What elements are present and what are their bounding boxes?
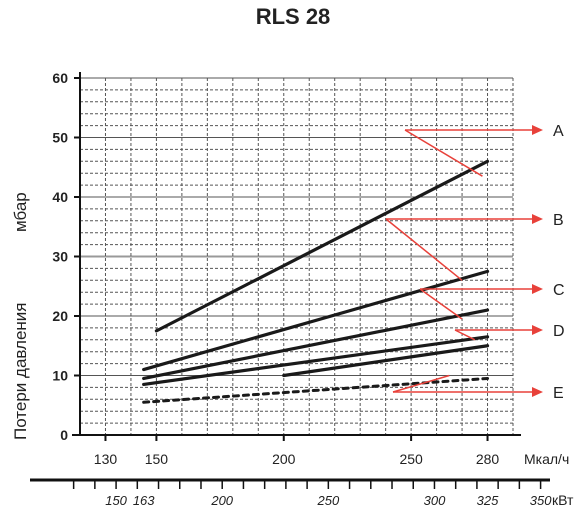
annotation-arrowhead bbox=[532, 214, 543, 224]
annotation-arrowhead bbox=[532, 125, 543, 135]
secondary-tick-label: 300 bbox=[424, 493, 446, 508]
annotation-pointer bbox=[392, 374, 450, 393]
annotation-label-b: B bbox=[553, 212, 564, 229]
x-tick-label: 200 bbox=[272, 451, 296, 467]
x-tick-label: 250 bbox=[399, 451, 423, 467]
chart-title: RLS 28 bbox=[255, 4, 331, 29]
series-line-c bbox=[142, 308, 490, 381]
series-line-b bbox=[142, 269, 490, 372]
y-tick-label: 60 bbox=[52, 70, 68, 86]
secondary-tick-label: 350 bbox=[530, 493, 552, 508]
y-tick-label: 20 bbox=[52, 308, 68, 324]
y-tick-label: 30 bbox=[52, 249, 68, 265]
secondary-tick-label: 325 bbox=[477, 493, 499, 508]
x-tick-label: 130 bbox=[94, 451, 118, 467]
y-tick-label: 10 bbox=[52, 368, 68, 384]
series-line-d bbox=[142, 335, 490, 387]
annotation-arrowhead bbox=[532, 284, 543, 294]
annotation-arrowhead bbox=[532, 387, 543, 397]
x-tick-label: 280 bbox=[476, 451, 500, 467]
secondary-tick-label: 250 bbox=[316, 493, 339, 508]
secondary-tick-label: 200 bbox=[210, 493, 233, 508]
annotation-label-a: A bbox=[553, 123, 564, 140]
annotations: A B C D E bbox=[385, 123, 565, 402]
annotation-arrowhead bbox=[532, 325, 543, 335]
y-tick-label: 50 bbox=[52, 130, 68, 146]
series-line-a bbox=[154, 159, 490, 333]
annotation-pointer bbox=[385, 218, 463, 281]
series-line-e bbox=[142, 376, 490, 404]
annotation-pointer bbox=[404, 129, 483, 177]
y-axis-unit: мбар bbox=[11, 192, 30, 232]
series-lines bbox=[142, 159, 490, 404]
axis-labels: 0 10 20 30 40 50 60 130 150 200 250 280 Мкал/ч 150 163… bbox=[11, 70, 574, 508]
annotation-pointer bbox=[454, 329, 476, 341]
annotation-label-e: E bbox=[553, 385, 564, 402]
annotation-pointer bbox=[419, 288, 463, 320]
y-axis-label: Потери давления bbox=[11, 302, 30, 440]
y-tick-label: 40 bbox=[52, 189, 68, 205]
axes bbox=[30, 72, 550, 489]
series-line-d bbox=[282, 344, 490, 378]
secondary-tick-label: 150 bbox=[105, 493, 127, 508]
annotation-label-c: C bbox=[553, 282, 565, 299]
x-unit-label: Мкал/ч bbox=[524, 451, 569, 467]
annotation-label-d: D bbox=[553, 323, 565, 340]
x-tick-label: 150 bbox=[145, 451, 169, 467]
secondary-unit-label: кВт bbox=[552, 492, 574, 508]
secondary-tick-label: 163 bbox=[133, 493, 155, 508]
y-tick-label: 0 bbox=[60, 427, 68, 443]
